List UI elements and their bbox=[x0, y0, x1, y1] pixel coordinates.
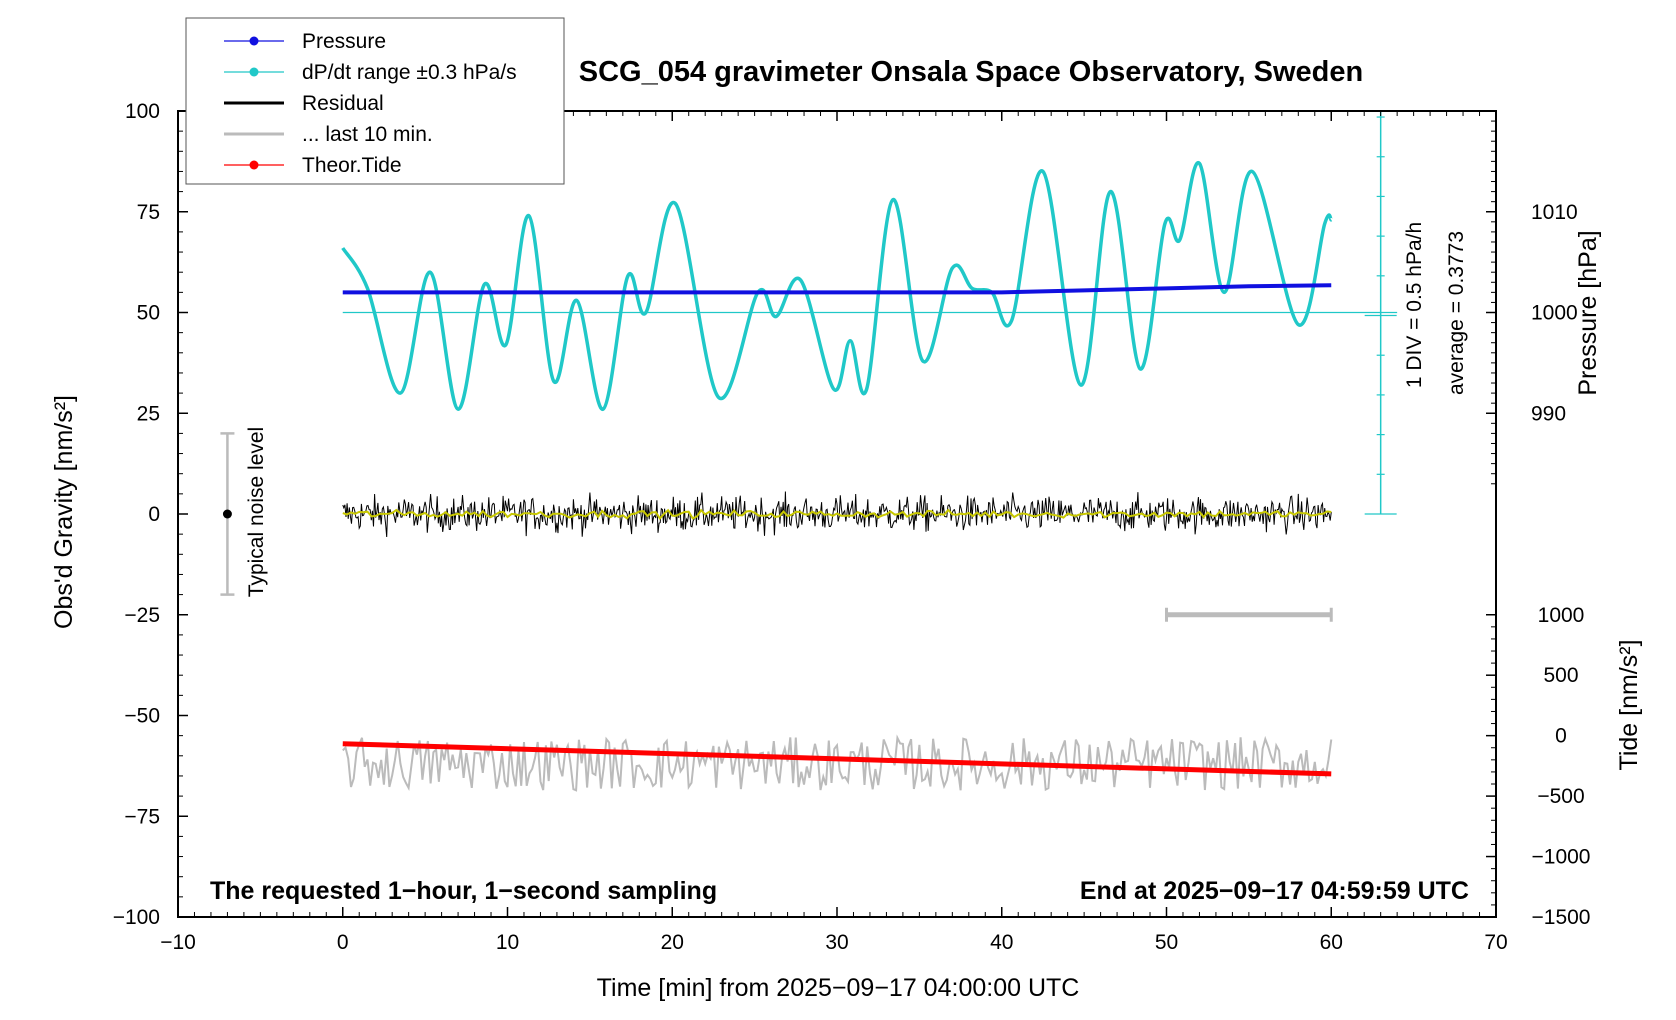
noise-level-label: Typical noise level bbox=[245, 427, 268, 597]
noise-bar-center-dot bbox=[222, 509, 232, 519]
legend-label: Pressure bbox=[302, 30, 386, 53]
tide-tick-label: −500 bbox=[1537, 785, 1584, 808]
tide-tick-label: 0 bbox=[1555, 725, 1567, 748]
chart-title: SCG_054 gravimeter Onsala Space Observat… bbox=[579, 56, 1363, 88]
y-left-tick-label: −50 bbox=[124, 705, 160, 728]
annotation-sampling: The requested 1−hour, 1−second sampling bbox=[210, 877, 717, 905]
y-left-tick-label: 25 bbox=[137, 402, 160, 425]
y-left-tick-label: 0 bbox=[148, 503, 160, 526]
pressure-tick-label: 1000 bbox=[1531, 302, 1578, 325]
x-tick-label: −10 bbox=[160, 931, 196, 954]
x-tick-label: 40 bbox=[990, 931, 1013, 954]
y-axis-label-pressure: Pressure [hPa] bbox=[1574, 230, 1602, 395]
last-10min-series-line bbox=[342, 734, 1333, 792]
legend-swatch-marker bbox=[249, 67, 259, 77]
tide-tick-label: −1500 bbox=[1532, 906, 1591, 929]
x-tick-label: 0 bbox=[337, 931, 349, 954]
x-tick-label: 30 bbox=[825, 931, 848, 954]
legend-swatch-marker bbox=[249, 36, 259, 46]
y-left-tick-label: −25 bbox=[124, 604, 160, 627]
tide-series-line bbox=[342, 741, 1332, 777]
legend: Pressure dP/dt range ±0.3 hPa/s Residual..… bbox=[185, 17, 565, 185]
dpdt-series-line bbox=[341, 161, 1333, 411]
y-axis-label-tide: Tide [nm/s²] bbox=[1615, 639, 1643, 770]
residual-smoothed-line bbox=[342, 508, 1332, 521]
x-axis-label: Time [min] from 2025−09−17 04:00:00 UTC bbox=[597, 974, 1080, 1002]
legend-label: Residual bbox=[302, 92, 384, 115]
y-left-tick-label: 50 bbox=[137, 302, 160, 325]
dpdt-div-label: 1 DIV = 0.5 hPa/h bbox=[1403, 222, 1426, 388]
pressure-series-line bbox=[342, 283, 1332, 295]
tide-tick-label: 500 bbox=[1543, 664, 1578, 687]
y-axis-label-gravity: Obs'd Gravity [nm/s²] bbox=[50, 395, 78, 629]
legend-swatch-marker bbox=[249, 160, 259, 170]
legend-label: Theor.Tide bbox=[302, 154, 402, 177]
y-left-tick-label: −100 bbox=[113, 906, 160, 929]
pressure-tick-label: 990 bbox=[1531, 402, 1566, 425]
pressure-tick-label: 1010 bbox=[1531, 201, 1578, 224]
annotation-end-time: End at 2025−09−17 04:59:59 UTC bbox=[1080, 877, 1469, 905]
x-tick-label: 50 bbox=[1155, 931, 1178, 954]
x-tick-label: 60 bbox=[1320, 931, 1343, 954]
x-tick-label: 70 bbox=[1484, 931, 1507, 954]
residual-series-line bbox=[342, 491, 1332, 538]
legend-label: dP/dt range ±0.3 hPa/s bbox=[302, 61, 517, 84]
tide-tick-label: −1000 bbox=[1532, 846, 1591, 869]
tide-tick-label: 1000 bbox=[1538, 604, 1585, 627]
axes: −10 0 10 20 30 40 50 60 70−100−75−50−25025507510… bbox=[113, 100, 1591, 954]
y-left-tick-label: 75 bbox=[137, 201, 160, 224]
legend-label: ... last 10 min. bbox=[302, 123, 433, 146]
legend-box bbox=[185, 17, 565, 185]
y-left-tick-label: 100 bbox=[125, 100, 160, 123]
x-tick-label: 10 bbox=[496, 931, 519, 954]
y-left-tick-label: −75 bbox=[124, 805, 160, 828]
plot-area bbox=[220, 111, 1398, 792]
dpdt-average-label: average = 0.3773 bbox=[1445, 231, 1468, 395]
x-tick-label: 20 bbox=[661, 931, 684, 954]
